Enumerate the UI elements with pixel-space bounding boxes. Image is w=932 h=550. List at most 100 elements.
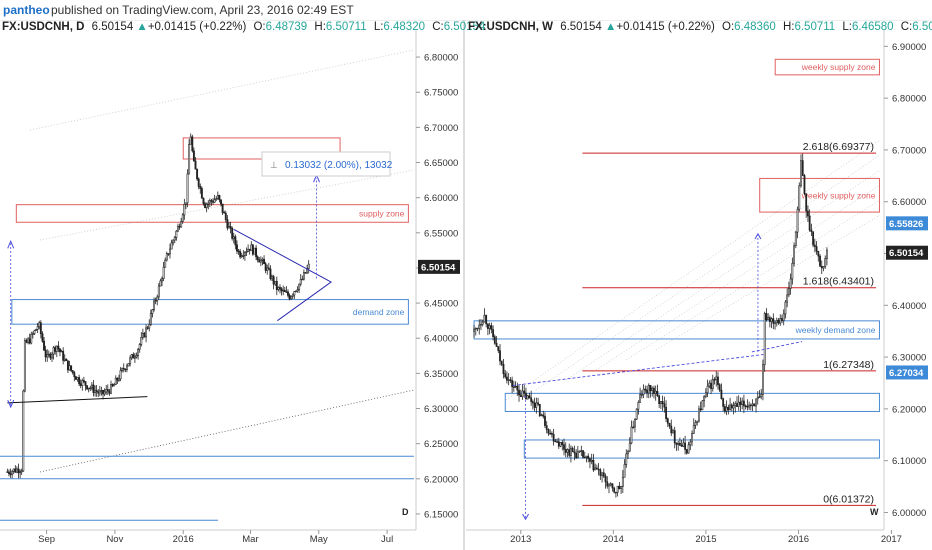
y-tick-label: 6.60000 — [424, 193, 458, 204]
candle-body — [63, 358, 66, 361]
candle-body — [299, 278, 302, 285]
candle-body — [33, 330, 36, 335]
candle-body — [132, 354, 135, 359]
candle-body — [41, 333, 44, 342]
weekly-chart-panel[interactable]: weekly supply zone weekly supply zone week… — [466, 20, 932, 550]
candle-body — [78, 377, 81, 385]
candle-body — [670, 425, 673, 434]
candle-body — [514, 385, 517, 388]
weekly-chart-title: FX:USDCNH, W 6.50154 ▲+0.01415 (+0.22%) … — [468, 21, 932, 33]
candle-body — [741, 400, 744, 405]
interval-label: W — [870, 507, 879, 517]
candle-body — [243, 252, 246, 256]
candle-body — [566, 449, 569, 453]
candle-body — [247, 248, 250, 252]
demand-zone-box — [523, 439, 880, 459]
candle-body — [512, 386, 515, 388]
candle-body — [215, 198, 218, 201]
candle-body — [162, 266, 165, 279]
candle-body — [803, 175, 806, 194]
candle-body — [500, 360, 503, 365]
candle-body — [76, 377, 79, 380]
candle-body — [259, 260, 262, 263]
candle-body — [100, 390, 103, 392]
fib-level-label: 1(6.27348) — [823, 359, 874, 371]
candle-body — [95, 390, 98, 393]
candle-body — [106, 389, 109, 392]
candle-body — [589, 458, 591, 462]
candle-body — [221, 203, 224, 213]
daily-chart[interactable]: supply zone demand zone 0.13032 (2.00%), 1… — [0, 20, 466, 550]
candle-body — [649, 384, 652, 392]
candle-body — [110, 384, 112, 394]
candle-body — [770, 318, 773, 322]
candle-body — [248, 248, 251, 251]
candle-body — [27, 338, 30, 343]
candle-body — [237, 250, 240, 253]
fib-level-label: 1.618(6.43401) — [803, 276, 874, 288]
candle-body — [108, 390, 111, 394]
candle-body — [481, 321, 484, 325]
candle-body — [133, 356, 136, 359]
candle-body — [480, 324, 482, 326]
y-tick-label: 6.20000 — [892, 404, 926, 415]
channel-line — [595, 184, 881, 371]
candle-body — [130, 354, 133, 359]
candle-body — [8, 471, 10, 474]
candle-body — [573, 451, 576, 454]
candle-body — [497, 346, 500, 351]
candle-body — [253, 247, 256, 255]
candle-body — [291, 294, 294, 297]
candle-body — [148, 324, 151, 329]
candle-body — [774, 322, 776, 324]
candle-body — [57, 345, 60, 350]
candle-body — [819, 255, 821, 267]
candle-body — [666, 418, 669, 424]
candle-body — [713, 379, 716, 381]
candle-body — [554, 440, 557, 443]
candle-body — [526, 395, 529, 400]
candle-body — [301, 278, 304, 281]
candle-body — [296, 289, 299, 292]
candle-body — [646, 389, 648, 394]
candle-body — [756, 396, 759, 400]
author-name[interactable]: pantheo — [3, 3, 50, 17]
candle-body — [689, 441, 692, 446]
candle-body — [164, 259, 167, 268]
candle-body — [307, 263, 310, 269]
candle-body — [135, 355, 138, 358]
candle-body — [218, 195, 221, 201]
candle-body — [264, 263, 267, 271]
candle-body — [717, 376, 719, 385]
support-line — [7, 396, 148, 404]
candle-body — [213, 199, 216, 203]
candle-body — [30, 333, 33, 344]
y-tick-label: 6.65000 — [424, 158, 458, 169]
candle-body — [533, 402, 536, 408]
candle-body — [271, 276, 273, 280]
candle-body — [737, 401, 740, 407]
candle-body — [615, 491, 617, 494]
candle-body — [621, 476, 624, 487]
candle-body — [212, 201, 214, 203]
candle-body — [794, 231, 797, 247]
candle-body — [200, 188, 203, 199]
candle-body — [302, 272, 305, 280]
candle-body — [36, 326, 39, 330]
weekly-chart[interactable]: weekly supply zone weekly supply zone week… — [466, 20, 932, 550]
candle-body — [661, 401, 664, 405]
candle-body — [6, 471, 9, 473]
candle-body — [616, 485, 619, 493]
candle-body — [751, 403, 754, 406]
candle-body — [192, 150, 195, 162]
candle-body — [698, 408, 700, 422]
candle-body — [630, 426, 633, 444]
candle-body — [679, 442, 681, 446]
candle-body — [197, 178, 200, 187]
daily-chart-panel[interactable]: supply zone demand zone 0.13032 (2.00%), 1… — [0, 20, 485, 550]
candle-body — [84, 381, 87, 386]
candle-body — [632, 426, 635, 429]
y-tick-label: 6.40000 — [892, 301, 926, 312]
candle-body — [59, 348, 61, 353]
candle-body — [786, 294, 789, 303]
